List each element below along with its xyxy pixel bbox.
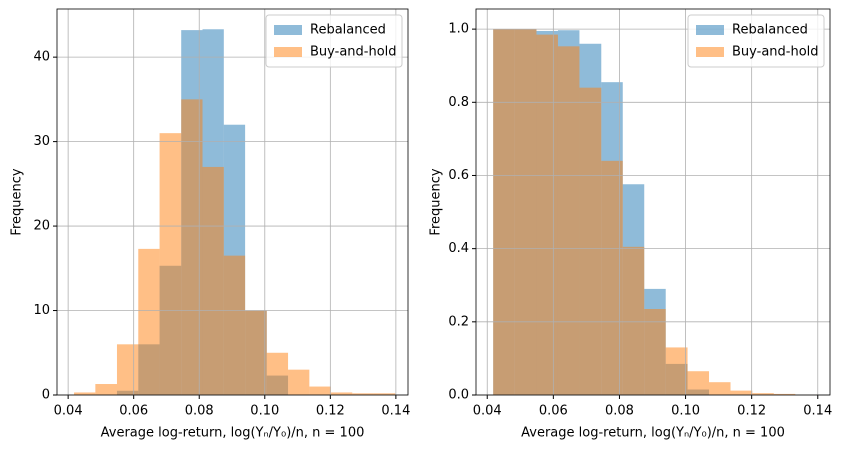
y-tick-label: 0.8 bbox=[448, 95, 469, 110]
hist-bar bbox=[309, 386, 331, 395]
y-tick-label: 10 bbox=[33, 303, 50, 318]
hist-bar bbox=[159, 133, 182, 395]
hist-bar bbox=[514, 29, 537, 395]
y-tick-label: 0.6 bbox=[448, 168, 469, 183]
hist-bar bbox=[730, 390, 753, 395]
hist-bar bbox=[579, 87, 602, 395]
hist-bar bbox=[773, 393, 796, 395]
hist-bar bbox=[644, 309, 666, 395]
y-axis-label: Frequency bbox=[10, 168, 25, 235]
legend-swatch bbox=[274, 25, 302, 35]
x-tick-label: 0.06 bbox=[539, 404, 568, 419]
hist-bar bbox=[266, 352, 289, 395]
x-tick-label: 0.14 bbox=[803, 404, 832, 419]
hist-bar bbox=[181, 99, 203, 395]
x-tick-label: 0.10 bbox=[250, 404, 279, 419]
y-axis-label: Frequency bbox=[429, 168, 444, 235]
y-tick-label: 0.2 bbox=[448, 314, 469, 329]
x-tick-label: 0.06 bbox=[119, 404, 148, 419]
hist-bar bbox=[601, 160, 623, 395]
legend-label: Rebalanced bbox=[732, 23, 808, 38]
hist-bar bbox=[223, 255, 246, 395]
hist-bar bbox=[138, 248, 160, 395]
hist-bar bbox=[557, 46, 580, 396]
x-tick-label: 0.14 bbox=[381, 404, 410, 419]
legend-swatch bbox=[696, 47, 724, 57]
hist-bar bbox=[493, 29, 515, 395]
legend-swatch bbox=[696, 25, 724, 35]
axes: 0.04 0.06 0.08 0.10 0.12 0.14 0.0 0.2 0.4 0.6 0.8 1… bbox=[429, 8, 832, 441]
x-axis-label: Average log-return, log(Yₙ/Y₀)/n, n = 10… bbox=[521, 426, 785, 441]
x-tick-label: 0.12 bbox=[737, 404, 766, 419]
hist-bar bbox=[352, 393, 374, 395]
hist-bar bbox=[752, 393, 774, 395]
hist-bar bbox=[373, 393, 396, 395]
legend-swatch bbox=[274, 47, 302, 57]
x-tick-label: 0.10 bbox=[671, 404, 700, 419]
x-tick-label: 0.08 bbox=[605, 404, 634, 419]
legend-label: Buy-and-hold bbox=[310, 45, 397, 60]
hist-bar bbox=[74, 392, 96, 395]
legend-label: Buy-and-hold bbox=[732, 45, 819, 60]
axes-frame bbox=[475, 8, 831, 396]
hist-bar bbox=[665, 347, 688, 395]
hist-bar bbox=[95, 384, 117, 395]
x-tick-label: 0.08 bbox=[185, 404, 214, 419]
hist-bar bbox=[330, 392, 353, 395]
y-tick-label: 0.4 bbox=[448, 241, 469, 256]
x-tick-label: 0.04 bbox=[473, 404, 502, 419]
y-tick-label: 1.0 bbox=[448, 22, 469, 37]
hist-bar bbox=[116, 344, 139, 395]
y-tick-label: 30 bbox=[33, 134, 50, 149]
legend-label: Rebalanced bbox=[310, 23, 386, 38]
x-tick-label: 0.12 bbox=[316, 404, 345, 419]
hist-bar bbox=[622, 246, 645, 395]
hist-bar bbox=[245, 310, 267, 395]
y-tick-label: 20 bbox=[33, 219, 50, 234]
y-tick-label: 0 bbox=[42, 388, 50, 403]
hist-bar bbox=[288, 369, 310, 395]
axes: 0.04 0.06 0.08 0.10 0.12 0.14 0 10 20 30 40 Average… bbox=[10, 8, 410, 441]
hist-bar bbox=[202, 166, 224, 395]
hist-bar bbox=[709, 382, 731, 395]
axes-frame bbox=[56, 8, 409, 396]
y-tick-label: 40 bbox=[33, 50, 50, 65]
hist-bar bbox=[687, 371, 710, 395]
x-axis-label: Average log-return, log(Yₙ/Y₀)/n, n = 10… bbox=[101, 426, 365, 441]
hist-bar bbox=[536, 34, 558, 395]
x-tick-label: 0.04 bbox=[54, 404, 83, 419]
y-tick-label: 0.0 bbox=[448, 388, 469, 403]
